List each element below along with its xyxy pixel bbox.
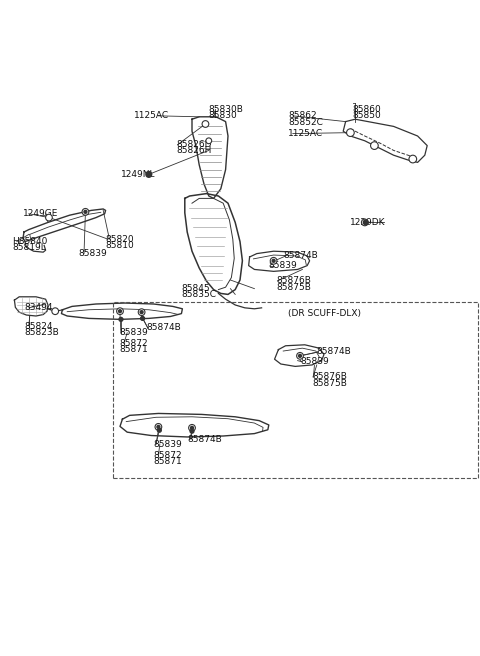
Circle shape [347, 129, 354, 136]
Text: 85874B: 85874B [187, 435, 222, 444]
Text: H85840: H85840 [12, 237, 48, 246]
Text: 85845: 85845 [181, 284, 210, 293]
Text: 85824: 85824 [24, 322, 52, 331]
Text: 85810: 85810 [106, 241, 134, 250]
Text: 85839: 85839 [78, 249, 107, 258]
Text: 85876B: 85876B [312, 373, 347, 381]
Text: 1125AC: 1125AC [134, 112, 169, 120]
Circle shape [140, 311, 143, 314]
Circle shape [84, 211, 87, 213]
Circle shape [363, 220, 368, 225]
Text: 1249GE: 1249GE [23, 209, 59, 218]
Text: 83494: 83494 [24, 303, 52, 312]
Circle shape [190, 429, 194, 433]
Circle shape [297, 352, 303, 359]
Circle shape [46, 215, 52, 221]
Circle shape [272, 259, 275, 262]
Text: 1249NL: 1249NL [121, 170, 156, 179]
Circle shape [138, 309, 145, 316]
Text: 85826D: 85826D [177, 140, 212, 149]
Text: 85876B: 85876B [276, 276, 311, 285]
Text: 85839: 85839 [154, 440, 182, 449]
Text: 85830B: 85830B [209, 105, 244, 114]
Text: 85862: 85862 [288, 112, 317, 120]
Text: 85874B: 85874B [146, 323, 181, 333]
Circle shape [202, 121, 209, 127]
Text: 85860: 85860 [353, 105, 382, 114]
Circle shape [206, 138, 212, 144]
Text: 85875B: 85875B [312, 379, 347, 388]
Text: 85819L: 85819L [12, 243, 46, 253]
Text: 85823B: 85823B [24, 328, 59, 337]
Circle shape [361, 219, 368, 226]
Circle shape [119, 310, 121, 313]
Text: 1125AC: 1125AC [288, 129, 323, 138]
Circle shape [155, 424, 162, 430]
Circle shape [141, 316, 144, 320]
Text: 85826H: 85826H [177, 146, 212, 155]
Circle shape [409, 155, 417, 163]
Circle shape [82, 209, 89, 215]
Text: 85830: 85830 [209, 112, 238, 120]
Text: 85839: 85839 [269, 261, 298, 270]
Circle shape [270, 257, 277, 264]
Text: 85835C: 85835C [181, 291, 216, 299]
Text: (DR SCUFF-DLX): (DR SCUFF-DLX) [288, 309, 361, 318]
Text: 85871: 85871 [154, 457, 182, 466]
Circle shape [146, 171, 152, 177]
Text: 85850: 85850 [353, 112, 382, 120]
Text: 85839: 85839 [119, 328, 148, 337]
Circle shape [189, 424, 195, 431]
Circle shape [299, 354, 301, 358]
Circle shape [119, 318, 123, 321]
Text: 85872: 85872 [154, 451, 182, 460]
Text: 85871: 85871 [119, 345, 148, 354]
Circle shape [371, 142, 378, 150]
Circle shape [52, 308, 59, 315]
Text: 1229DK: 1229DK [350, 218, 386, 227]
Text: 85874B: 85874B [317, 348, 351, 356]
Text: 85875B: 85875B [276, 283, 311, 292]
Circle shape [157, 428, 161, 432]
Text: 85839: 85839 [300, 357, 329, 366]
Circle shape [191, 426, 193, 429]
Text: 85872: 85872 [119, 339, 148, 348]
Text: 85852C: 85852C [288, 117, 323, 127]
Circle shape [157, 426, 160, 428]
Circle shape [117, 308, 123, 315]
Text: 85874B: 85874B [283, 251, 318, 260]
Text: 85820: 85820 [106, 235, 134, 243]
Bar [113, 302, 478, 478]
